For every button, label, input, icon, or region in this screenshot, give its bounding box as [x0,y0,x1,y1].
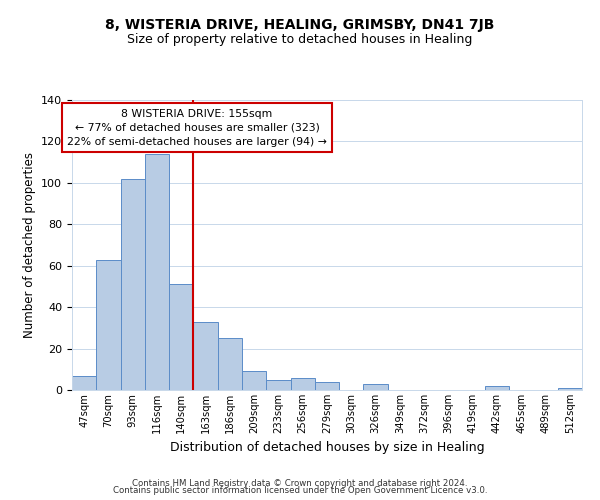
Text: 8, WISTERIA DRIVE, HEALING, GRIMSBY, DN41 7JB: 8, WISTERIA DRIVE, HEALING, GRIMSBY, DN4… [106,18,494,32]
Y-axis label: Number of detached properties: Number of detached properties [23,152,35,338]
Bar [364,384,388,390]
Bar [218,338,242,390]
Bar [242,372,266,390]
Bar [558,388,582,390]
Bar [121,178,145,390]
Bar [96,260,121,390]
Bar [72,376,96,390]
Text: Contains HM Land Registry data © Crown copyright and database right 2024.: Contains HM Land Registry data © Crown c… [132,478,468,488]
Bar [266,380,290,390]
Bar [193,322,218,390]
Bar [290,378,315,390]
Bar [315,382,339,390]
Text: 8 WISTERIA DRIVE: 155sqm
← 77% of detached houses are smaller (323)
22% of semi-: 8 WISTERIA DRIVE: 155sqm ← 77% of detach… [67,108,327,146]
Bar [485,386,509,390]
Bar [169,284,193,390]
X-axis label: Distribution of detached houses by size in Healing: Distribution of detached houses by size … [170,442,484,454]
Text: Contains public sector information licensed under the Open Government Licence v3: Contains public sector information licen… [113,486,487,495]
Text: Size of property relative to detached houses in Healing: Size of property relative to detached ho… [127,32,473,46]
Bar [145,154,169,390]
